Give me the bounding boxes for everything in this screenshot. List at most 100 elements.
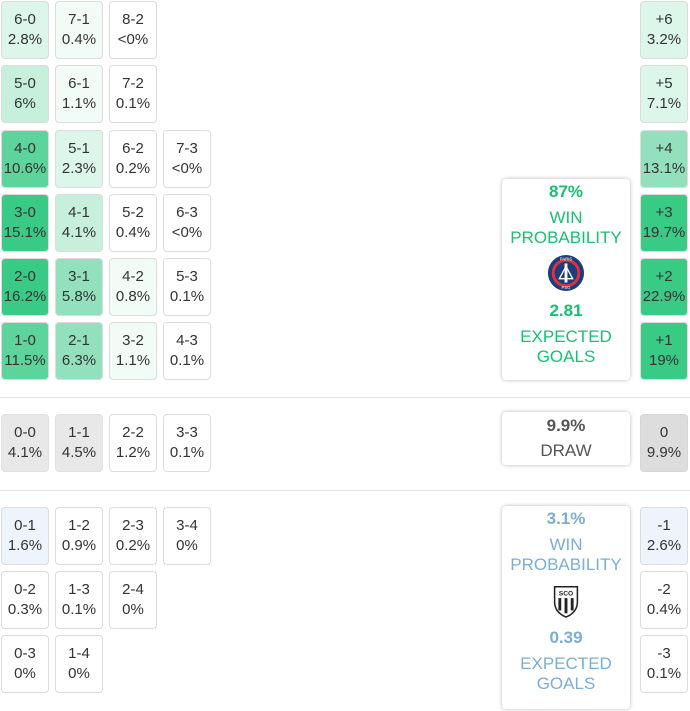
score-label: 6-1	[68, 75, 90, 92]
margin-cell[interactable]: 0 9.9%	[640, 414, 688, 472]
score-cell[interactable]: 3-3 0.1%	[163, 414, 211, 472]
score-cell[interactable]: 0-1 1.6%	[1, 507, 49, 565]
score-label: 5-0	[14, 75, 36, 92]
score-cell[interactable]: 5-2 0.4%	[109, 194, 157, 252]
score-probability: 0.3%	[7, 601, 43, 618]
score-cell[interactable]: 1-4 0%	[55, 635, 103, 693]
margin-label: +6	[655, 11, 673, 28]
score-cell[interactable]: 4-3 0.1%	[163, 322, 211, 380]
score-probability: 0.8%	[115, 288, 151, 305]
score-cell[interactable]: 6-2 0.2%	[109, 130, 157, 188]
score-cell[interactable]: 6-1 1.1%	[55, 65, 103, 123]
score-probability: 0%	[176, 537, 198, 554]
score-probability: 0.2%	[115, 537, 151, 554]
margin-cell[interactable]: -3 0.1%	[640, 635, 688, 693]
margin-probability: 22.9%	[642, 288, 686, 305]
score-cell[interactable]: 2-4 0%	[109, 571, 157, 629]
score-probability: 4.1%	[61, 224, 97, 241]
score-cell[interactable]: 0-0 4.1%	[1, 414, 49, 472]
margin-cell[interactable]: +1 19%	[640, 322, 688, 380]
score-label: 4-2	[122, 268, 144, 285]
sco-angers-crest-icon: SCO	[553, 585, 579, 618]
score-cell[interactable]: 4-2 0.8%	[109, 258, 157, 316]
score-cell[interactable]: 3-4 0%	[163, 507, 211, 565]
margin-cell[interactable]: -1 2.6%	[640, 507, 688, 565]
score-cell[interactable]: 5-0 6%	[1, 65, 49, 123]
score-cell[interactable]: 6-0 2.8%	[1, 1, 49, 59]
margin-probability: 19%	[648, 352, 680, 369]
score-probability: 0.4%	[115, 224, 151, 241]
score-probability: <0%	[171, 160, 203, 177]
home-team-card: 87% WIN PROBABILITY PARIS PSG 2.81 EXPEC…	[502, 179, 630, 380]
score-probability: 0.1%	[115, 95, 151, 112]
score-cell[interactable]: 3-1 5.8%	[55, 258, 103, 316]
score-label: 0-0	[14, 424, 36, 441]
score-cell[interactable]: 8-2 <0%	[109, 1, 157, 59]
margin-probability: 9.9%	[646, 444, 682, 461]
score-cell[interactable]: 2-3 0.2%	[109, 507, 157, 565]
psg-crest-initials: PSG	[561, 285, 570, 290]
score-probability: 1.1%	[115, 352, 151, 369]
score-cell[interactable]: 1-2 0.9%	[55, 507, 103, 565]
score-probability: 0.1%	[169, 352, 205, 369]
score-probability: 2.3%	[61, 160, 97, 177]
away-xg-label-2: GOALS	[536, 674, 596, 693]
score-probability: 0.1%	[169, 288, 205, 305]
margin-label: +3	[655, 204, 673, 221]
margin-probability: 3.2%	[646, 31, 682, 48]
score-cell[interactable]: 3-2 1.1%	[109, 322, 157, 380]
score-probability: 0.1%	[61, 601, 97, 618]
score-label: 0-1	[14, 517, 36, 534]
margin-probability: 13.1%	[642, 160, 686, 177]
score-cell[interactable]: 5-3 0.1%	[163, 258, 211, 316]
score-cell[interactable]: 2-1 6.3%	[55, 322, 103, 380]
margin-cell[interactable]: +4 13.1%	[640, 130, 688, 188]
score-probability: 1.6%	[7, 537, 43, 554]
score-cell[interactable]: 3-0 15.1%	[1, 194, 49, 252]
margin-label: +5	[655, 75, 673, 92]
score-probability: 0%	[68, 665, 90, 682]
score-probability: <0%	[171, 224, 203, 241]
margin-cell[interactable]: +3 19.7%	[640, 194, 688, 252]
score-label: 1-4	[68, 645, 90, 662]
score-cell[interactable]: 1-3 0.1%	[55, 571, 103, 629]
score-label: 8-2	[122, 11, 144, 28]
home-win-label: WIN	[549, 208, 583, 227]
score-label: 3-1	[68, 268, 90, 285]
margin-label: +2	[655, 268, 673, 285]
away-expected-goals: 0.39	[549, 628, 583, 647]
score-cell[interactable]: 0-2 0.3%	[1, 571, 49, 629]
margin-label: 0	[659, 424, 669, 441]
score-cell[interactable]: 4-1 4.1%	[55, 194, 103, 252]
score-cell[interactable]: 4-0 10.6%	[1, 130, 49, 188]
home-xg-label-2: GOALS	[536, 347, 596, 366]
score-label: 1-2	[68, 517, 90, 534]
score-cell[interactable]: 2-0 16.2%	[1, 258, 49, 316]
margin-cell[interactable]: +6 3.2%	[640, 1, 688, 59]
score-probability: 4.5%	[61, 444, 97, 461]
score-cell[interactable]: 7-1 0.4%	[55, 1, 103, 59]
score-probability: 11.5%	[4, 352, 46, 369]
score-cell[interactable]: 7-3 <0%	[163, 130, 211, 188]
score-cell[interactable]: 1-0 11.5%	[1, 322, 49, 380]
score-label: 5-2	[122, 204, 144, 221]
score-cell[interactable]: 6-3 <0%	[163, 194, 211, 252]
margin-cell[interactable]: -2 0.4%	[640, 571, 688, 629]
score-label: 3-4	[176, 517, 198, 534]
score-label: 1-1	[68, 424, 90, 441]
margin-cell[interactable]: +2 22.9%	[640, 258, 688, 316]
score-cell[interactable]: 0-3 0%	[1, 635, 49, 693]
score-label: 7-2	[122, 75, 144, 92]
score-cell[interactable]: 5-1 2.3%	[55, 130, 103, 188]
score-cell[interactable]: 7-2 0.1%	[109, 65, 157, 123]
score-label: 5-3	[176, 268, 198, 285]
sco-crest-text: SCO	[559, 590, 573, 597]
score-label: 0-2	[14, 581, 36, 598]
score-cell[interactable]: 1-1 4.5%	[55, 414, 103, 472]
margin-cell[interactable]: +5 7.1%	[640, 65, 688, 123]
away-xg-label: EXPECTED	[520, 654, 612, 673]
score-label: 7-3	[176, 140, 198, 157]
score-cell[interactable]: 2-2 1.2%	[109, 414, 157, 472]
section-divider	[0, 490, 690, 491]
home-win-probability: 87%	[548, 182, 584, 201]
